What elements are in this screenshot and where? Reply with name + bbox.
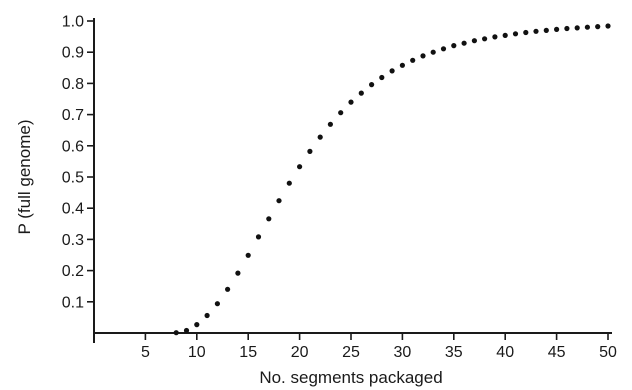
data-point: [554, 26, 560, 32]
data-point: [379, 74, 385, 81]
y-ticks: 0.1 0.2 0.3 0.4 0.5 0.6 0.7 0.8 0.9 1.0: [62, 14, 94, 311]
data-point: [471, 38, 477, 44]
data-point: [307, 148, 313, 154]
y-tick-label: 0.1: [62, 294, 84, 311]
data-point: [183, 327, 190, 334]
data-point: [194, 322, 200, 328]
axes: [93, 18, 612, 343]
x-tick-label: 15: [239, 344, 257, 361]
y-tick-label: 1.0: [62, 14, 84, 31]
data-point: [512, 31, 519, 37]
data-point: [543, 27, 549, 33]
x-axis-title: No. segments packaged: [259, 368, 442, 387]
data-point: [286, 180, 292, 186]
y-tick-label: 0.8: [62, 76, 84, 93]
x-tick-label: 5: [141, 344, 150, 361]
x-tick-label: 45: [548, 344, 566, 361]
data-point: [317, 134, 323, 140]
data-point: [173, 330, 179, 336]
x-tick-label: 25: [342, 344, 360, 361]
x-tick-label: 10: [188, 344, 206, 361]
data-point: [266, 216, 272, 222]
data-point: [605, 23, 611, 29]
x-tick-label: 30: [394, 344, 412, 361]
x-ticks: 5 10 15 20 25 30 35 40 45 50: [141, 333, 617, 361]
y-tick-label: 0.7: [62, 107, 84, 124]
data-point: [235, 270, 241, 276]
data-point: [225, 286, 231, 292]
data-point: [410, 57, 416, 63]
data-point: [451, 43, 457, 49]
data-point: [369, 82, 375, 88]
data-point: [533, 28, 539, 34]
data-points: [173, 23, 611, 336]
data-point: [502, 32, 508, 39]
data-point: [389, 68, 395, 74]
data-point: [399, 62, 405, 68]
y-tick-label: 0.9: [62, 45, 84, 62]
data-point: [245, 252, 251, 258]
y-tick-label: 0.2: [62, 263, 84, 280]
y-tick-label: 0.4: [62, 201, 84, 218]
data-point: [584, 24, 591, 30]
data-point: [276, 198, 282, 204]
data-point: [523, 29, 529, 36]
x-tick-label: 40: [496, 344, 514, 361]
y-tick-label: 0.3: [62, 232, 84, 249]
y-tick-label: 0.6: [62, 138, 84, 155]
data-point: [574, 25, 580, 31]
data-point: [492, 34, 498, 40]
y-axis-title: P (full genome): [15, 120, 34, 235]
data-point: [420, 53, 426, 59]
x-tick-label: 35: [445, 344, 463, 361]
x-tick-label: 50: [599, 344, 617, 361]
data-point: [338, 110, 344, 116]
data-point: [358, 90, 364, 96]
data-point: [482, 36, 488, 42]
data-point: [564, 25, 570, 32]
data-point: [204, 312, 210, 319]
y-tick-label: 0.5: [62, 170, 84, 187]
data-point: [461, 40, 467, 46]
data-point: [297, 164, 303, 170]
data-point: [327, 121, 333, 127]
data-point: [440, 46, 447, 52]
data-point: [595, 24, 601, 30]
data-point: [348, 99, 354, 105]
data-point: [255, 234, 262, 240]
x-tick-label: 20: [291, 344, 309, 361]
data-point: [430, 49, 436, 55]
data-point: [214, 301, 220, 307]
